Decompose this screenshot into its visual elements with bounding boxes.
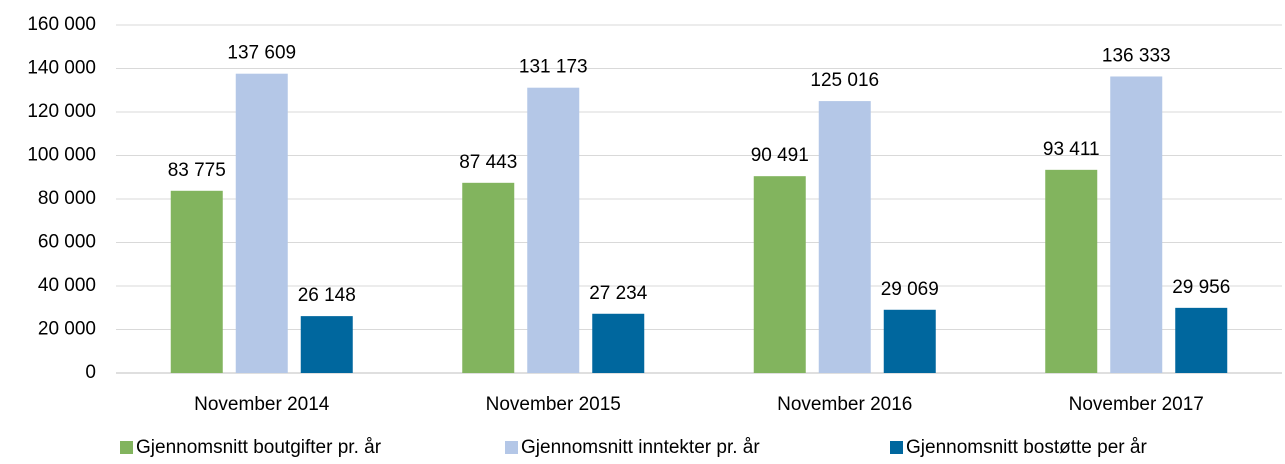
x-tick-label: November 2016 [777,394,912,415]
y-tick-label: 160 000 [27,14,96,35]
legend-label: Gjennomsnitt boutgifter pr. år [136,437,382,458]
y-tick-label: 140 000 [27,58,96,79]
x-tick-label: November 2014 [194,394,330,415]
y-tick-label: 100 000 [27,145,96,166]
bar [883,309,936,373]
bar [170,190,223,373]
x-tick-label: November 2017 [1069,394,1204,415]
bar [1045,169,1098,373]
y-tick-label: 40 000 [38,275,96,296]
bar [818,101,871,373]
data-label: 83 775 [168,160,226,181]
bar [592,313,645,373]
bar [1110,76,1163,374]
bar [1175,307,1228,373]
data-label: 29 956 [1172,277,1230,298]
data-label: 26 148 [298,285,356,306]
x-tick-label: November 2015 [486,394,621,415]
data-label: 131 173 [519,57,588,78]
y-tick-label: 0 [85,362,96,383]
legend-label: Gjennomsnitt bostøtte per år [906,437,1147,458]
legend-swatch [890,441,903,454]
data-label: 93 411 [1043,139,1100,160]
bar [300,316,353,373]
legend-swatch [120,441,133,454]
data-label: 136 333 [1102,45,1171,66]
data-label: 125 016 [810,70,879,91]
data-label: 29 069 [881,279,939,300]
y-tick-label: 120 000 [27,101,96,122]
data-label: 87 443 [459,152,517,173]
y-tick-label: 20 000 [38,319,96,340]
y-tick-label: 80 000 [38,188,96,209]
data-label: 90 491 [751,145,809,166]
data-label: 27 234 [589,283,648,304]
legend-label: Gjennomsnitt inntekter pr. år [521,437,760,458]
bar [235,73,288,373]
bar [753,176,806,373]
bar [527,87,580,373]
bar [462,182,515,373]
y-tick-label: 60 000 [38,232,96,253]
data-label: 137 609 [227,43,296,64]
legend-swatch [505,441,518,454]
